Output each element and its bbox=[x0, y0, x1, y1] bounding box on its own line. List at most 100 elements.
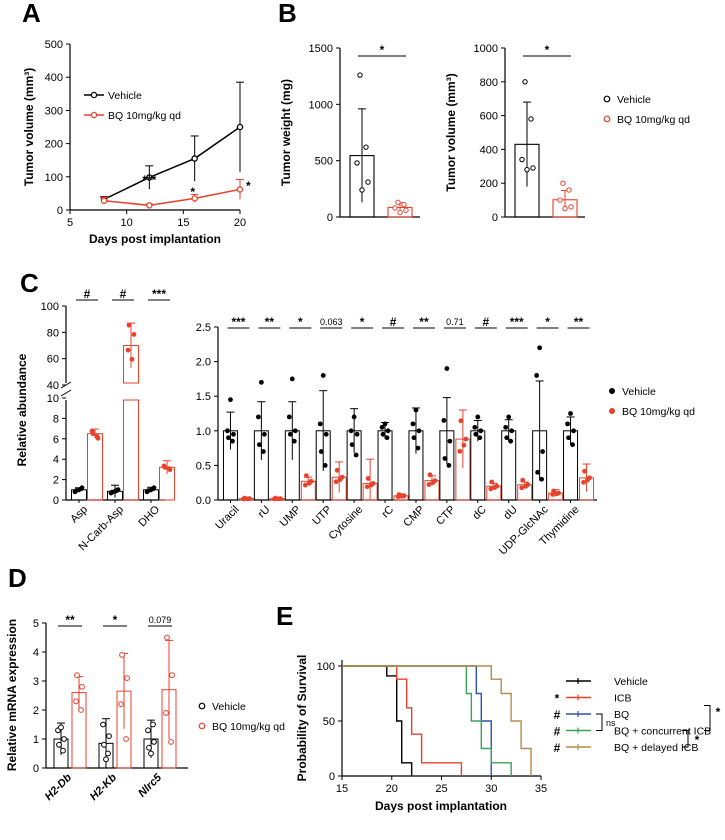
data-point bbox=[522, 79, 528, 85]
legend-marker bbox=[198, 702, 206, 710]
data-point bbox=[461, 442, 467, 448]
x-tick-label: 30 bbox=[485, 783, 497, 795]
data-point bbox=[245, 496, 250, 502]
significance-label: *** bbox=[152, 287, 166, 301]
y-tick-label: 1.5 bbox=[196, 391, 211, 403]
bar bbox=[123, 399, 139, 501]
legend-label: Vehicle bbox=[212, 701, 246, 713]
x-tick-label: H2-Kb bbox=[88, 771, 120, 803]
y-tick-label: 40 bbox=[47, 380, 59, 392]
panel-letter-c: C bbox=[20, 268, 39, 298]
data-point bbox=[231, 431, 236, 437]
data-point bbox=[413, 407, 419, 413]
legend-label: Vehicle bbox=[617, 94, 651, 106]
data-point bbox=[61, 736, 67, 742]
x-tick-label: dC bbox=[470, 504, 488, 522]
data-point bbox=[426, 482, 432, 487]
legend-marker bbox=[198, 722, 206, 730]
y-axis-label: Probability of Survival bbox=[295, 655, 309, 782]
data-point bbox=[58, 724, 64, 731]
x-tick-label: 15 bbox=[177, 217, 189, 229]
data-point bbox=[286, 414, 292, 420]
significance-label: # bbox=[482, 315, 489, 329]
comparison-label: * bbox=[695, 733, 700, 747]
data-point bbox=[230, 438, 235, 444]
legend-significance-mark: # bbox=[554, 708, 561, 722]
y-tick-label: 2 bbox=[53, 475, 59, 487]
data-point bbox=[568, 411, 573, 416]
panel-letter-d: D bbox=[8, 563, 27, 593]
data-point bbox=[271, 496, 277, 502]
data-point bbox=[337, 477, 343, 482]
data-point bbox=[106, 733, 112, 739]
x-tick-label: 10 bbox=[121, 217, 133, 229]
x-tick-label: 20 bbox=[386, 783, 398, 795]
data-point bbox=[458, 418, 464, 424]
y-tick-label: 0 bbox=[327, 212, 333, 224]
data-point bbox=[560, 180, 566, 186]
data-point bbox=[287, 431, 293, 437]
data-point bbox=[379, 424, 385, 430]
data-point bbox=[95, 435, 101, 441]
data-point bbox=[492, 485, 498, 490]
data-point bbox=[489, 479, 495, 485]
y-axis-label: Tumor weight (mg) bbox=[279, 79, 293, 186]
comparison-bracket bbox=[704, 705, 711, 731]
y-tick-label: 400 bbox=[45, 72, 63, 84]
data-point bbox=[530, 165, 536, 171]
significance-label: *** bbox=[142, 173, 156, 187]
data-point bbox=[509, 428, 515, 434]
y-tick-label: 1 bbox=[33, 734, 39, 746]
data-point bbox=[441, 418, 447, 423]
y-tick-label: 500 bbox=[45, 39, 63, 51]
data-point bbox=[318, 449, 324, 454]
data-point bbox=[528, 116, 534, 122]
x-tick-label: Cytosine bbox=[326, 504, 365, 543]
comparison-label: ns bbox=[606, 718, 616, 728]
legend-marker bbox=[609, 408, 615, 414]
significance-label: * bbox=[246, 179, 251, 193]
data-point bbox=[477, 435, 483, 441]
legend-label: Vehicle bbox=[622, 386, 656, 398]
data-point bbox=[256, 442, 262, 448]
data-point bbox=[444, 366, 450, 371]
data-point bbox=[292, 428, 298, 434]
data-point bbox=[60, 747, 66, 754]
y-tick-label: 50 bbox=[323, 716, 335, 728]
data-point bbox=[478, 428, 484, 434]
data-point bbox=[129, 356, 135, 362]
data-point bbox=[146, 744, 152, 751]
data-point bbox=[119, 652, 125, 658]
data-point bbox=[534, 373, 540, 378]
data-point bbox=[72, 489, 78, 495]
data-point bbox=[399, 493, 405, 499]
data-point bbox=[582, 468, 587, 474]
x-tick-label: 20 bbox=[234, 217, 246, 229]
data-point bbox=[365, 179, 371, 185]
data-point bbox=[380, 431, 386, 437]
data-point bbox=[236, 186, 244, 193]
data-point bbox=[148, 487, 154, 493]
data-point bbox=[103, 756, 109, 763]
data-point bbox=[108, 490, 114, 496]
legend-label: BQ 10mg/kg qd bbox=[108, 110, 181, 122]
x-tick-label: H2-Db bbox=[43, 771, 75, 803]
data-point bbox=[397, 209, 403, 216]
data-point bbox=[105, 750, 111, 757]
legend-label: BQ 10mg/kg qd bbox=[617, 114, 690, 126]
y-tick-label: 200 bbox=[480, 178, 498, 190]
x-tick-label: CMP bbox=[401, 504, 427, 530]
data-point bbox=[565, 421, 570, 427]
data-point bbox=[275, 496, 281, 502]
y-tick-label: 100 bbox=[45, 172, 63, 184]
data-point bbox=[568, 204, 574, 210]
data-point bbox=[261, 431, 267, 437]
data-point bbox=[539, 476, 545, 482]
y-tick-label: 5 bbox=[33, 618, 39, 630]
y-tick-label: 200 bbox=[45, 139, 63, 151]
significance-label: * bbox=[190, 185, 195, 199]
x-axis-label: Days post implantation bbox=[375, 799, 507, 813]
y-axis-label: Tumor volume (mm³) bbox=[22, 68, 36, 186]
x-axis-label: Days post implantation bbox=[89, 232, 221, 246]
legend-label: BQ + delayed ICB bbox=[614, 742, 698, 754]
